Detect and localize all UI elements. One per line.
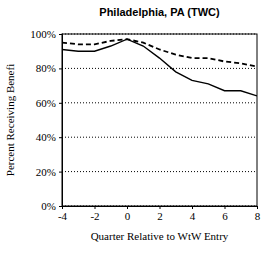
y-tick: 100% — [30, 28, 62, 40]
y-tick-mark — [59, 68, 62, 69]
title: Philadelphia, PA (TWC) — [99, 6, 220, 18]
x-tick-mark — [257, 206, 258, 209]
grid-line — [62, 102, 257, 103]
x-tick: 8 — [255, 206, 261, 222]
grid-line — [62, 171, 257, 172]
grid — [62, 34, 257, 206]
y-tick: 80% — [36, 62, 62, 74]
y-tick-label: 20% — [36, 166, 56, 178]
x-tick-label: -4 — [58, 210, 68, 222]
y-tick: 40% — [36, 131, 62, 143]
x-tick-label: 2 — [157, 210, 163, 222]
plot-area — [62, 39, 257, 96]
x-tick-label: 8 — [255, 210, 261, 222]
y-tick: 20% — [36, 166, 62, 178]
x-tick-mark — [127, 206, 128, 209]
y-tick-label: 60% — [36, 97, 56, 109]
chart: Philadelphia, PA (TWC) 0% 20% 40% 60% 80% 100%… — [0, 0, 273, 262]
x-tick-label: 6 — [222, 210, 228, 222]
y-tick-mark — [59, 172, 62, 173]
y-tick: 60% — [36, 97, 62, 109]
x-axis-line — [63, 207, 258, 210]
y-axis: 0% 20% 40% 60% 80% 100% — [30, 28, 62, 212]
x-tick-label: 0 — [125, 210, 131, 222]
y-tick-label: 100% — [30, 28, 56, 40]
y-tick-mark — [59, 206, 62, 207]
y-axis-line — [59, 35, 63, 207]
grid-line — [62, 137, 257, 138]
series-line — [62, 39, 257, 67]
x-axis: -4 -2 0 2 4 6 8 — [58, 206, 261, 222]
x-tick-mark — [160, 206, 161, 209]
y-tick-label: 0% — [41, 200, 56, 212]
x-tick-mark — [95, 206, 96, 209]
x-tick: -2 — [90, 206, 99, 222]
x-tick: 2 — [157, 206, 163, 222]
y-tick-label: 40% — [36, 131, 56, 143]
y-axis-title: Percent Receiving Benefi — [4, 64, 16, 176]
grid-line — [62, 68, 257, 69]
x-tick: 0 — [125, 206, 131, 222]
x-tick-mark — [62, 206, 63, 209]
x-tick: 4 — [190, 206, 196, 222]
x-tick: 6 — [222, 206, 228, 222]
y-tick-mark — [59, 34, 62, 35]
x-tick-label: -2 — [90, 210, 99, 222]
x-axis-title: Quarter Relative to WtW Entry — [91, 230, 229, 242]
x-tick-label: 4 — [190, 210, 196, 222]
x-tick-mark — [225, 206, 226, 209]
y-tick-label: 80% — [36, 62, 56, 74]
y-tick-mark — [59, 137, 62, 138]
plot-frame — [62, 34, 257, 206]
x-tick: -4 — [58, 206, 68, 222]
series-line — [62, 39, 257, 96]
y-tick-mark — [59, 103, 62, 104]
x-tick-mark — [192, 206, 193, 209]
